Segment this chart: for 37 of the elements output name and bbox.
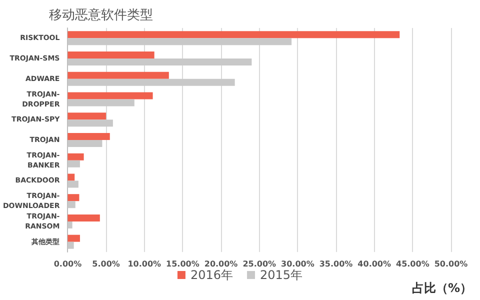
bar <box>68 221 72 228</box>
x-tick-label: 25.00% <box>242 260 276 268</box>
bar <box>68 234 80 242</box>
bar <box>68 140 102 147</box>
bar <box>68 38 292 46</box>
bar <box>68 58 252 66</box>
bar <box>68 242 74 249</box>
x-tick-label: 0.00% <box>54 260 82 268</box>
bar <box>68 153 84 160</box>
legend-label: 2015年 <box>260 268 303 282</box>
bar <box>68 214 100 222</box>
legend-label: 2016年 <box>190 268 234 282</box>
bar <box>68 174 75 181</box>
bar <box>68 160 80 168</box>
bar <box>68 194 80 202</box>
x-axis-title: 占比（%） <box>412 281 472 295</box>
x-tick-label: 5.00% <box>92 260 120 268</box>
bar <box>68 52 154 59</box>
bar <box>68 72 169 79</box>
x-tick-label: 10.00% <box>128 260 162 268</box>
chart-title: 移动恶意软件类型 <box>49 8 153 23</box>
bar <box>68 120 113 127</box>
x-tick-label: 50.00% <box>434 260 468 268</box>
x-tick-label: 30.00% <box>281 260 314 268</box>
x-tick-label: 45.00% <box>396 260 430 268</box>
bar <box>68 201 76 208</box>
x-tick-label: 20.00% <box>204 260 238 268</box>
bar <box>68 133 110 140</box>
x-tick-label: 15.00% <box>166 260 200 268</box>
bar <box>68 92 153 100</box>
bar <box>68 99 134 106</box>
bar <box>68 31 400 38</box>
x-tick-label: 40.00% <box>358 260 392 268</box>
bar <box>68 112 106 120</box>
bar <box>68 78 235 86</box>
x-tick-label: 35.00% <box>319 260 353 268</box>
bar <box>68 180 78 188</box>
